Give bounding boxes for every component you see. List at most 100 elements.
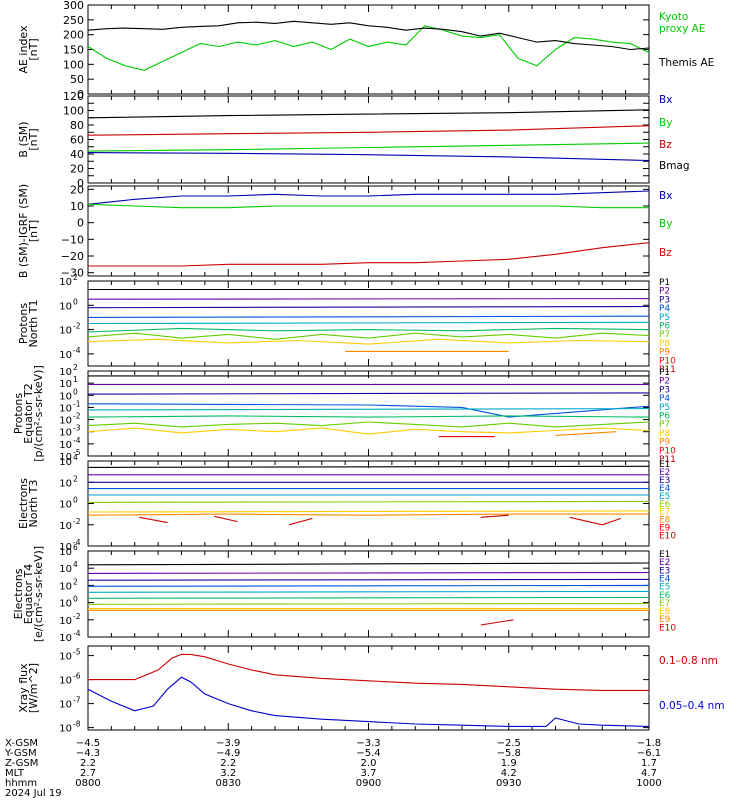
series-group — [88, 190, 649, 267]
series-line-p6 — [88, 327, 649, 333]
legend-entry: P10 — [659, 356, 676, 366]
y-tick-label-exponent: -4 — [73, 346, 81, 355]
y-tick-label: 0 — [77, 177, 84, 190]
series-line-e8 — [88, 513, 649, 516]
series-line-e10 — [480, 619, 514, 626]
y-axis-title: North T1 — [27, 300, 40, 348]
y-tick-label-exponent: 2 — [73, 273, 78, 282]
y-axis-title: [nT] — [27, 128, 40, 150]
y-tick-label-exponent: -2 — [73, 517, 81, 526]
legend-entry: P3 — [659, 385, 670, 395]
legend-entry: P8 — [659, 339, 670, 349]
series-group — [88, 288, 649, 352]
legend-entry: E3 — [659, 566, 670, 576]
y-tick-label-exponent: 2 — [73, 363, 78, 372]
y-tick-label-exponent: -2 — [73, 322, 81, 331]
legend-entry: proxy AE — [659, 23, 705, 35]
legend-entry: Bz — [659, 247, 672, 259]
legend-entry: Bx — [659, 190, 672, 202]
y-axis-title: Protons — [12, 393, 25, 434]
series-line-e6 — [88, 500, 649, 503]
x-axis-value: 1000 — [636, 778, 661, 789]
legend-entry: E8 — [659, 607, 671, 617]
x-axis-value: −5.4 — [356, 748, 380, 759]
y-tick-label-base: 10 — [59, 724, 72, 735]
legend-entry: P2 — [659, 377, 670, 387]
y-tick-label-exponent: -2 — [73, 412, 81, 421]
series-line-by — [88, 203, 649, 209]
series-line-p6 — [88, 415, 649, 418]
series-line-bx — [88, 152, 649, 162]
y-axis-title: Electrons — [12, 568, 25, 619]
x-axis-row-label: Z-GSM — [5, 758, 38, 769]
y-tick-label-exponent: 0 — [73, 297, 78, 306]
x-axis-row-label: hhmm — [5, 778, 37, 789]
series-line-p4 — [88, 403, 649, 418]
legend-entry: 0.1–0.8 nm — [659, 655, 718, 667]
y-tick-label-base: 10 — [59, 564, 72, 575]
legend-entry: P5 — [659, 403, 670, 413]
legend-entry: P2 — [659, 287, 670, 297]
y-tick-label: 250 — [63, 14, 84, 27]
y-tick-label-exponent: 4 — [73, 453, 78, 462]
y-axis-title: [W/m^2] — [27, 663, 40, 713]
legend-entry: By — [659, 218, 672, 230]
series-line-p5 — [88, 321, 649, 325]
y-axis-title: [nT] — [27, 220, 40, 242]
x-axis-value: 3.2 — [220, 768, 236, 779]
legend-entry: E7 — [659, 508, 670, 518]
legend-entry: Kyoto — [659, 11, 688, 23]
legend-entry: P7 — [659, 330, 670, 340]
series-line-e7 — [88, 602, 649, 605]
legend-entry: P9 — [659, 348, 670, 358]
series-line-p2 — [88, 298, 649, 300]
series-line-p5 — [88, 408, 649, 411]
legend-entry: E6 — [659, 591, 671, 601]
legend-entry: E2 — [659, 558, 670, 568]
y-tick-label-base: 10 — [59, 581, 72, 592]
series-line-e10 — [214, 515, 238, 523]
legend-entry: E9 — [659, 524, 671, 534]
x-axis-value: 0830 — [216, 778, 241, 789]
series-line-e5 — [88, 590, 649, 593]
y-tick-label-base: 10 — [59, 367, 72, 378]
series-line-by — [88, 142, 649, 152]
series-line-e6 — [88, 596, 649, 599]
y-tick-label-base: 10 — [59, 700, 72, 711]
y-tick-label-base: 10 — [59, 277, 72, 288]
x-axis-value: 0800 — [75, 778, 100, 789]
y-tick-label-base: 10 — [59, 416, 72, 427]
y-axis-title: AE index — [17, 25, 30, 74]
y-tick-label-exponent: -6 — [73, 672, 81, 681]
x-axis-value: 4.2 — [501, 768, 517, 779]
x-axis-value: −3.3 — [356, 738, 380, 749]
x-axis-value: −5.8 — [497, 748, 521, 759]
series-line-e10 — [139, 516, 168, 524]
legend-entry: P3 — [659, 295, 670, 305]
legend-entry: P8 — [659, 429, 670, 439]
y-tick-label-exponent: -3 — [73, 424, 81, 433]
y-tick-label-exponent: -7 — [73, 696, 81, 705]
series-line-bmag — [88, 109, 649, 119]
series-line-0-05-0-4-nm — [88, 676, 649, 727]
series-group — [88, 562, 649, 626]
y-tick-label-exponent: -8 — [73, 720, 81, 729]
y-tick-label-exponent: 2 — [73, 474, 78, 483]
series-line-bz — [88, 125, 649, 136]
y-tick-label: 20 — [70, 163, 84, 176]
y-tick-label-base: 10 — [59, 500, 72, 511]
legend-entry: E5 — [659, 492, 670, 502]
legend-entry: P7 — [659, 420, 670, 430]
series-line-e10 — [480, 514, 509, 518]
y-axis-title: Equator T4 — [22, 564, 35, 624]
y-axis-title: Equator T2 — [22, 383, 35, 443]
x-axis-value: −3.9 — [216, 738, 240, 749]
y-tick-label: 100 — [63, 105, 84, 118]
series-line-themis-ae — [88, 20, 649, 51]
y-axis-title: [nT] — [27, 38, 40, 60]
x-axis-value: 2.2 — [80, 758, 96, 769]
